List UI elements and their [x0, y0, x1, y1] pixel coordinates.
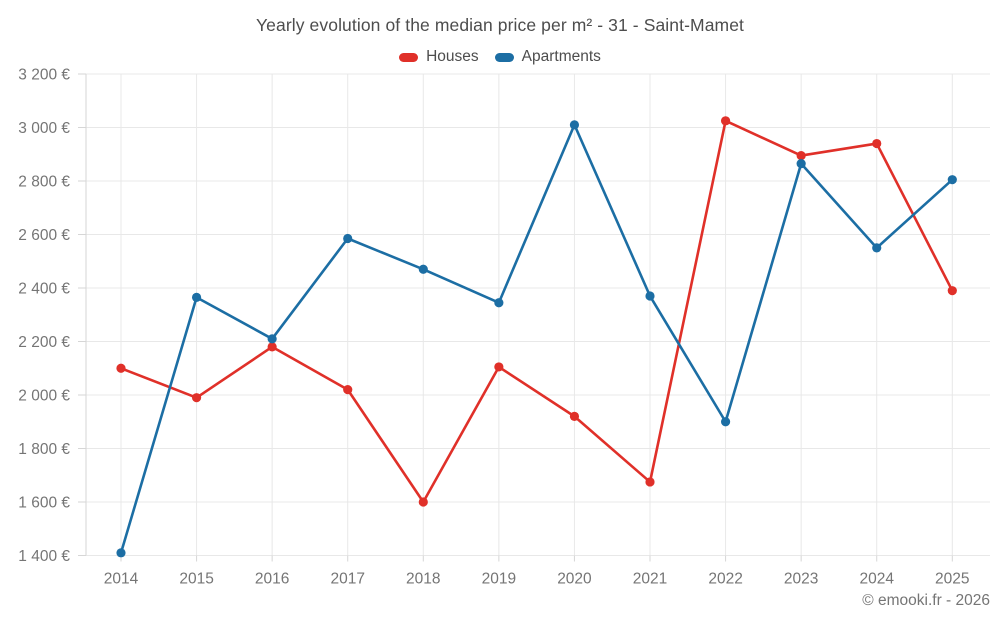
point-houses-2016[interactable] [267, 342, 277, 352]
point-houses-2015[interactable] [191, 393, 202, 403]
houses-line [119, 119, 954, 504]
apartments-line [119, 123, 954, 555]
point-apartments-2018[interactable] [418, 264, 428, 274]
y-axis-label: 2 200 € [18, 334, 70, 351]
point-apartments-2015[interactable] [191, 292, 202, 302]
y-axis-label: 3 000 € [18, 120, 70, 137]
point-houses-2018[interactable] [418, 497, 428, 507]
point-houses-2023[interactable] [796, 150, 806, 161]
point-apartments-2024[interactable] [872, 243, 882, 253]
point-houses-2019[interactable] [494, 362, 504, 372]
point-apartments-2014[interactable] [116, 548, 126, 558]
x-axis-label: 2014 [104, 571, 139, 588]
legend-item-houses[interactable]: Houses [399, 48, 479, 66]
point-houses-2014[interactable] [116, 363, 126, 373]
x-axis-label: 2025 [935, 571, 969, 588]
point-houses-2020[interactable] [569, 411, 580, 421]
point-apartments-2022[interactable] [720, 417, 731, 427]
legend-item-apartments[interactable]: Apartments [494, 48, 601, 66]
houses-legend-label: Houses [426, 48, 479, 65]
x-axis-label: 2021 [633, 571, 667, 588]
y-axis-label: 1 800 € [18, 441, 70, 458]
y-axis-label: 1 400 € [18, 548, 70, 565]
chart-title: Yearly evolution of the median price per… [256, 15, 744, 35]
point-apartments-2019[interactable] [494, 298, 504, 308]
x-axis-label: 2016 [255, 571, 289, 588]
x-axis-label: 2017 [330, 571, 364, 588]
y-axis-label: 3 200 € [18, 67, 70, 84]
copyright: © emooki.fr - 2026 [862, 592, 990, 609]
y-axis-label: 2 000 € [18, 388, 70, 405]
point-apartments-2025[interactable] [947, 175, 957, 185]
x-axis-label: 2019 [482, 571, 516, 588]
apartments-legend-label: Apartments [521, 48, 601, 65]
y-axis-label: 1 600 € [18, 495, 70, 512]
x-axis-label: 2015 [179, 571, 213, 588]
point-houses-2024[interactable] [872, 138, 882, 149]
x-axis-label: 2024 [859, 571, 894, 588]
y-axis-label: 2 800 € [18, 174, 70, 191]
point-houses-2025[interactable] [947, 286, 957, 296]
apartments-legend-swatch [494, 52, 514, 62]
point-houses-2021[interactable] [645, 477, 655, 487]
point-apartments-2021[interactable] [645, 291, 655, 301]
y-axis-label: 2 400 € [18, 281, 70, 298]
point-apartments-2023[interactable] [796, 159, 806, 169]
x-axis-label: 2020 [557, 571, 592, 588]
x-axis-label: 2018 [406, 571, 440, 588]
legend: Houses Apartments [0, 46, 1000, 68]
houses-legend-swatch [399, 52, 419, 62]
point-apartments-2017[interactable] [343, 233, 353, 244]
point-apartments-2016[interactable] [267, 334, 277, 344]
x-axis-label: 2022 [708, 571, 742, 588]
point-houses-2022[interactable] [720, 116, 731, 126]
x-axis-label: 2023 [784, 571, 818, 588]
y-axis-label: 2 600 € [18, 227, 70, 244]
point-apartments-2020[interactable] [569, 120, 580, 130]
point-houses-2017[interactable] [343, 385, 353, 395]
